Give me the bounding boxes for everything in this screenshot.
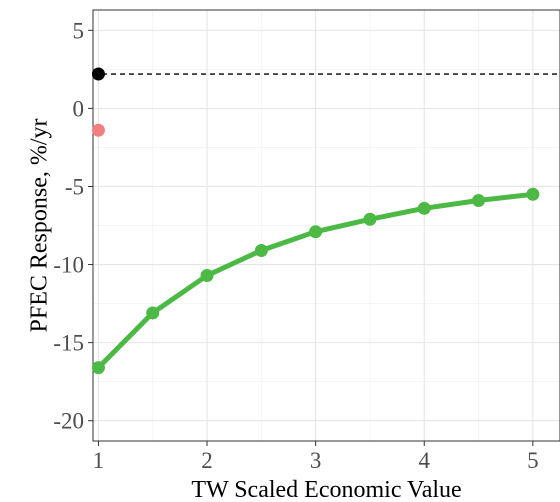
y-tick-label: 5 bbox=[73, 18, 85, 43]
series-point bbox=[526, 187, 540, 201]
y-axis: 5 0 -5 -10 -15 -20 bbox=[53, 18, 93, 434]
grid-minor bbox=[93, 10, 560, 441]
y-tick-label: -15 bbox=[53, 331, 84, 356]
x-axis-title: TW Scaled Economic Value bbox=[191, 477, 461, 502]
series-point bbox=[200, 268, 214, 282]
x-tick-label: 5 bbox=[527, 448, 539, 473]
series-point bbox=[472, 194, 486, 208]
series-point bbox=[417, 201, 431, 215]
x-tick-label: 3 bbox=[310, 448, 322, 473]
x-tick-label: 1 bbox=[93, 448, 105, 473]
series-point bbox=[91, 361, 105, 375]
x-axis: 1 2 3 4 5 bbox=[93, 441, 539, 473]
points-layer bbox=[91, 67, 105, 137]
x-tick-label: 4 bbox=[418, 448, 430, 473]
plot-panel-border bbox=[92, 9, 560, 442]
y-tick-label: -20 bbox=[53, 409, 84, 434]
x-tick-label: 2 bbox=[201, 448, 213, 473]
y-tick-label: -10 bbox=[53, 253, 84, 278]
marker-point bbox=[91, 123, 105, 137]
y-tick-label: 0 bbox=[73, 96, 85, 121]
series-point bbox=[309, 225, 323, 239]
series-layer bbox=[91, 187, 540, 375]
marker-point bbox=[91, 67, 105, 81]
series-point bbox=[254, 243, 268, 257]
series-point bbox=[363, 212, 377, 226]
series-point bbox=[146, 306, 160, 320]
y-tick-label: -5 bbox=[65, 174, 84, 199]
y-axis-title: PFEC Response, %/yr bbox=[26, 118, 52, 332]
